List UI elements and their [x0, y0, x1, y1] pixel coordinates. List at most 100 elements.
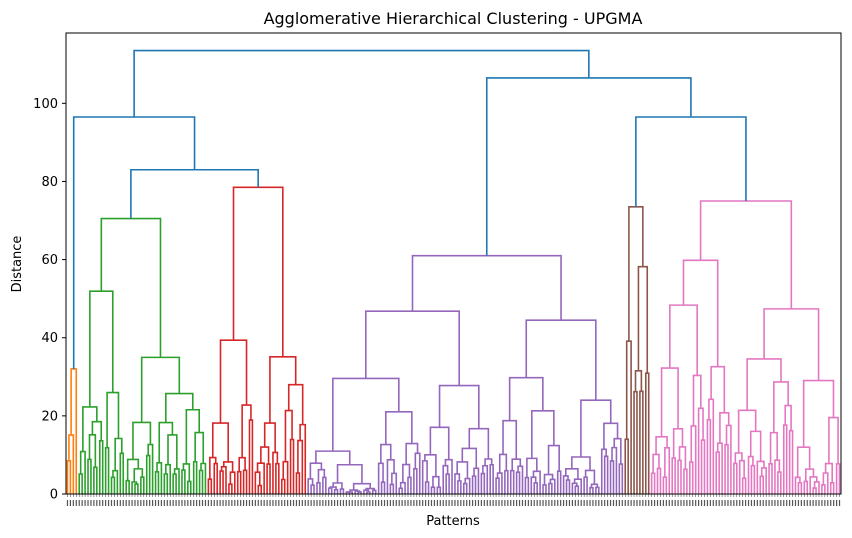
- x-leaf-label: [433, 500, 436, 506]
- dendrogram-link: [637, 265, 649, 374]
- x-leaf-label: [598, 500, 600, 506]
- x-leaf-label: [800, 500, 802, 506]
- x-leaf-label: [571, 500, 573, 506]
- x-leaf-label: [363, 500, 365, 506]
- x-leaf-label: [662, 500, 664, 506]
- dendrogram-link: [471, 475, 477, 494]
- x-leaf-label: [445, 500, 447, 506]
- x-leaf-label: [703, 500, 706, 506]
- dendrogram-link: [192, 460, 198, 494]
- x-leaf-label: [830, 500, 832, 506]
- dendrogram-link: [724, 444, 729, 494]
- x-leaf-label: [160, 500, 163, 506]
- x-leaf-label: [604, 500, 606, 506]
- dendrogram-link: [746, 358, 782, 411]
- x-leaf-label: [304, 500, 306, 506]
- x-leaf-label: [119, 500, 121, 506]
- x-leaf-label: [254, 500, 256, 506]
- dendrogram-link: [628, 206, 644, 342]
- dendrogram-link: [91, 420, 103, 441]
- x-leaf-label: [380, 500, 383, 506]
- dendrogram-link: [263, 422, 276, 453]
- x-axis-label: Patterns: [426, 514, 480, 529]
- x-leaf-label: [554, 500, 556, 506]
- x-leaf-label: [369, 500, 371, 506]
- dendrogram-link: [495, 477, 500, 494]
- dendrogram-link: [635, 116, 747, 207]
- dendrogram-link: [207, 478, 213, 494]
- x-leaf-label: [331, 500, 333, 506]
- x-leaf-label: [263, 500, 265, 506]
- x-leaf-label: [140, 500, 142, 506]
- x-leaf-label: [698, 500, 700, 506]
- dendrogram-link: [332, 482, 343, 490]
- x-leaf-label: [727, 500, 729, 506]
- x-leaf-label: [325, 500, 327, 506]
- x-leaf-label: [466, 500, 468, 506]
- dendrogram-link: [669, 304, 698, 376]
- dendrogram-link: [468, 427, 490, 459]
- dendrogram-link: [515, 471, 521, 494]
- dendrogram-link: [140, 356, 181, 423]
- dendrogram-link: [542, 484, 547, 494]
- x-leaf-label: [392, 500, 394, 506]
- x-leaf-label: [334, 500, 336, 506]
- dendrogram-link: [398, 487, 403, 494]
- x-leaf-label: [513, 500, 515, 506]
- dendrogram-link: [198, 469, 204, 494]
- dendrogram-link: [154, 471, 160, 494]
- x-leaf-label: [656, 500, 659, 506]
- dendrogram-link: [232, 186, 284, 357]
- x-leaf-label: [430, 500, 433, 506]
- dendrogram-link: [715, 451, 720, 494]
- dendrogram-link: [548, 482, 553, 494]
- x-leaf-label: [574, 500, 576, 506]
- dendrogram-link: [322, 476, 327, 494]
- x-leaf-label: [595, 500, 597, 506]
- dendrogram-link: [603, 455, 609, 494]
- dendrogram-link: [380, 481, 386, 494]
- dendrogram-link: [228, 483, 233, 494]
- x-leaf-label: [422, 500, 424, 506]
- x-leaf-label: [266, 500, 268, 506]
- x-leaf-label: [454, 500, 456, 506]
- dendrogram-link: [656, 467, 662, 494]
- x-leaf-label: [774, 500, 776, 506]
- x-leaf-label: [495, 500, 497, 506]
- x-leaf-label: [742, 500, 744, 506]
- x-leaf-label: [448, 500, 450, 506]
- x-leaf-label: [442, 500, 444, 506]
- dendrogram-link: [289, 438, 295, 494]
- x-leaf-label: [342, 500, 345, 506]
- x-leaf-label: [72, 500, 74, 506]
- x-leaf-label: [648, 500, 650, 506]
- dendrogram-link: [407, 476, 412, 494]
- dendrogram-link: [609, 460, 615, 494]
- x-leaf-label: [166, 500, 168, 506]
- dendrogram-links: [66, 49, 841, 494]
- x-leaf-label: [815, 500, 817, 506]
- x-leaf-label: [539, 500, 541, 506]
- x-leaf-label: [122, 500, 124, 506]
- x-leaf-label: [116, 500, 118, 506]
- dendrogram-link: [461, 447, 478, 469]
- dendrogram-link: [829, 482, 835, 494]
- dendrogram-link: [165, 392, 194, 423]
- x-leaf-label: [128, 500, 130, 506]
- dendrogram-link: [682, 259, 719, 367]
- x-leaf-label: [557, 500, 559, 506]
- x-leaf-label: [210, 500, 212, 506]
- y-tick-label: 100: [33, 97, 58, 112]
- x-leaf-label: [451, 500, 453, 506]
- x-leaf-label: [84, 500, 86, 506]
- x-leaf-label: [621, 500, 623, 506]
- x-leaf-label: [589, 500, 591, 506]
- x-leaf-label: [257, 500, 259, 506]
- x-leaf-label: [284, 500, 286, 506]
- dendrogram-link: [706, 418, 712, 494]
- x-leaf-label: [730, 500, 732, 506]
- dendrogram-link: [618, 463, 624, 494]
- x-leaf-label: [137, 500, 139, 506]
- dendrogram-link: [100, 217, 162, 358]
- dendrogram-link: [633, 390, 638, 494]
